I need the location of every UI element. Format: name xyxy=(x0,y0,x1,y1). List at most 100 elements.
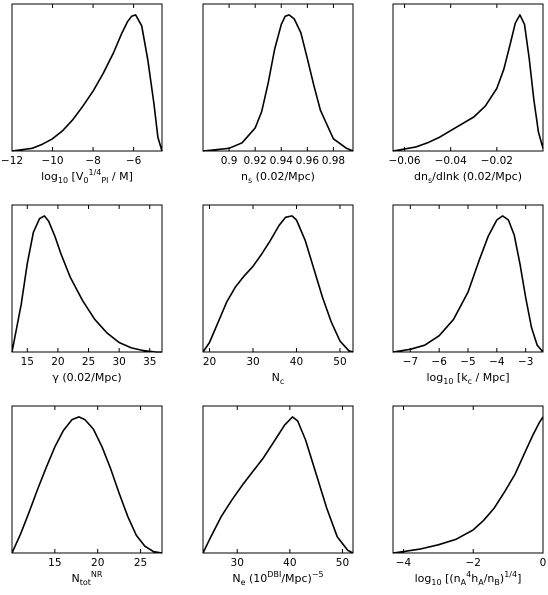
plot-frame xyxy=(11,405,163,554)
x-tick-label: 20 xyxy=(203,356,216,368)
plot-frame xyxy=(202,204,354,353)
xlabel-part: dn xyxy=(414,170,428,183)
posterior-curve xyxy=(11,416,163,554)
x-tick-label: 35 xyxy=(143,356,156,368)
xlabel-part: / M xyxy=(108,170,128,183)
x-tick-label: −5 xyxy=(460,356,475,368)
posterior-curve xyxy=(11,215,162,353)
xlabel-part: [k xyxy=(453,371,468,384)
posterior-curve xyxy=(392,14,544,152)
xlabel-part: [(n xyxy=(442,572,461,585)
x-tick-label: 50 xyxy=(333,356,346,368)
x-axis-label: log10 [kc / Mpc] xyxy=(426,371,509,386)
x-axis-label: dns/dlnk (0.02/Mpc) xyxy=(414,170,522,185)
xlabel-part: N xyxy=(232,572,240,585)
posterior-curve xyxy=(392,416,544,554)
xlabel-part: e xyxy=(241,578,246,587)
xlabel-part: /dlnk (0.02/Mpc) xyxy=(432,170,522,183)
x-axis-label: log10 [V01/4Pl / M] xyxy=(41,168,133,185)
chart-panel-7: 15 20 25 NtotNR xyxy=(11,405,163,587)
x-axis-label: NtotNR xyxy=(72,570,103,587)
posterior-curve xyxy=(392,215,544,353)
xlabel-part: ] xyxy=(129,170,133,183)
xlabel-part: /n xyxy=(484,572,495,585)
x-axis-label: ns (0.02/Mpc) xyxy=(241,170,315,185)
xlabel-part: 1/4 xyxy=(88,168,101,177)
x-tick-label: 0.92 xyxy=(243,155,266,167)
chart-panel-2: 0.9 0.92 0.94 0.96 0.98 ns (0.02/Mpc) xyxy=(202,3,354,185)
x-tick-label: −7 xyxy=(403,356,418,368)
x-tick-label: 0.98 xyxy=(322,155,345,167)
x-tick-label: −4 xyxy=(396,557,412,569)
plot-frame xyxy=(392,3,544,152)
xlabel-part: NR xyxy=(91,570,103,579)
xlabel-part: 10 xyxy=(443,377,453,386)
xlabel-part: log xyxy=(41,170,58,183)
xlabel-part: N xyxy=(272,371,280,384)
x-tick-label: 25 xyxy=(134,557,147,569)
xlabel-part: 10 xyxy=(58,176,68,185)
xlabel-part: A xyxy=(478,578,484,587)
x-tick-label: −0.04 xyxy=(435,155,467,167)
x-axis-label: log10 [(nA4hA/nB)1/4] xyxy=(415,570,522,587)
xlabel-part: γ (0.02/Mpc) xyxy=(52,371,121,384)
chart-panel-6: −7 −6 −5 −4 −3 log10 [kc / Mpc] xyxy=(392,204,544,386)
xlabel-part: /Mpc) xyxy=(281,572,312,585)
xlabel-part: N xyxy=(72,572,80,585)
x-tick-label: −0.02 xyxy=(481,155,513,167)
chart-panel-5: 20 30 40 50 Nc xyxy=(202,204,354,386)
chart-panel-8: 30 40 50 Ne (10DBI/Mpc)−5 xyxy=(202,405,354,587)
x-axis-label: Ne (10DBI/Mpc)−5 xyxy=(232,570,323,587)
x-tick-label: −3 xyxy=(518,356,533,368)
xlabel-part: 1/4 xyxy=(504,570,517,579)
xlabel-part: ) xyxy=(500,572,504,585)
x-tick-label: 40 xyxy=(283,557,296,569)
x-tick-label: 50 xyxy=(336,557,349,569)
x-tick-label: 0.9 xyxy=(221,155,238,167)
posterior-curve xyxy=(202,416,354,554)
x-tick-label: 15 xyxy=(21,356,34,368)
x-tick-label: −6 xyxy=(126,155,142,167)
plot-frame xyxy=(392,204,544,353)
x-tick-label: 30 xyxy=(246,356,259,368)
xlabel-part: (10 xyxy=(246,572,268,585)
x-tick-label: 0.96 xyxy=(296,155,320,167)
plot-frame xyxy=(11,3,163,152)
x-tick-label: −12 xyxy=(1,155,23,167)
xlabel-part: 0 xyxy=(83,176,88,185)
plot-frame xyxy=(392,405,544,554)
xlabel-part: s xyxy=(248,176,252,185)
plot-frame xyxy=(202,3,354,152)
xlabel-part: 10 xyxy=(431,578,441,587)
plot-frame xyxy=(11,204,163,353)
xlabel-part: B xyxy=(494,578,500,587)
x-axis-label: γ (0.02/Mpc) xyxy=(52,371,121,384)
x-tick-label: −2 xyxy=(465,557,480,569)
plot-frame xyxy=(202,405,354,554)
x-tick-label: −8 xyxy=(85,155,100,167)
x-tick-label: 20 xyxy=(51,356,64,368)
xlabel-part: DBI xyxy=(267,570,281,579)
chart-panel-3: −0.06 −0.04 −0.02 dns/dlnk (0.02/Mpc) xyxy=(388,3,544,185)
xlabel-part: tot xyxy=(80,578,91,587)
x-tick-label: −4 xyxy=(489,356,505,368)
x-tick-label: 15 xyxy=(48,557,61,569)
xlabel-part: h xyxy=(471,572,478,585)
xlabel-part: / Mpc] xyxy=(472,371,510,384)
xlabel-part: 4 xyxy=(466,570,471,579)
xlabel-part: Pl xyxy=(101,176,108,185)
xlabel-part: log xyxy=(415,572,432,585)
xlabel-part: (0.02/Mpc) xyxy=(252,170,315,183)
posterior-curve xyxy=(202,215,354,353)
x-tick-label: −0.06 xyxy=(388,155,420,167)
xlabel-part: [V xyxy=(68,170,84,183)
posterior-curve xyxy=(202,14,354,152)
xlabel-part: c xyxy=(468,377,472,386)
xlabel-part: A xyxy=(461,578,467,587)
posterior-curve xyxy=(11,14,163,152)
x-tick-label: −6 xyxy=(431,356,447,368)
xlabel-part: log xyxy=(426,371,443,384)
